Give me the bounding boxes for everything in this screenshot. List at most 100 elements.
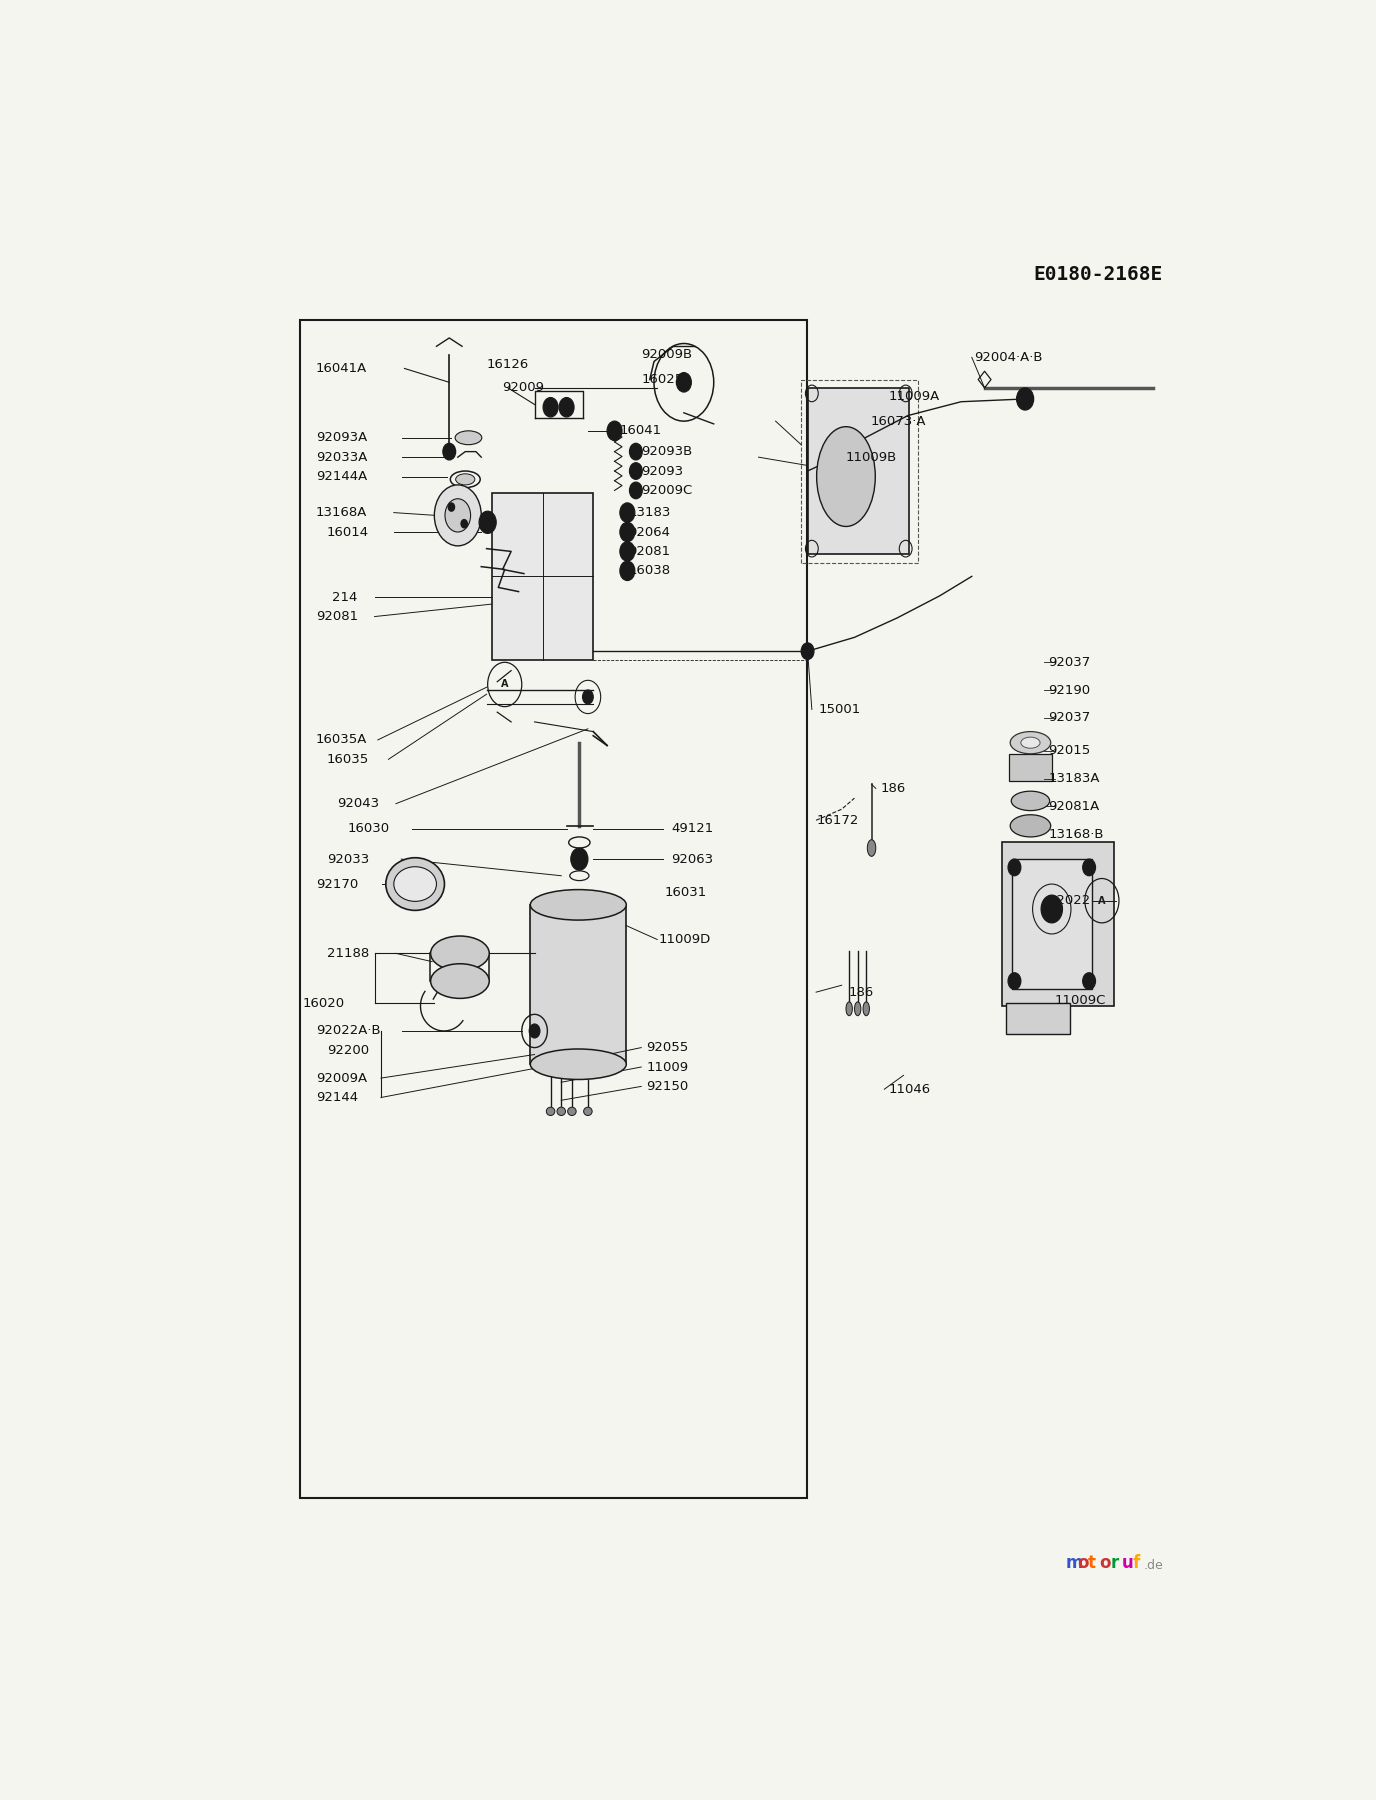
Circle shape bbox=[1009, 972, 1021, 990]
Bar bbox=[808, 387, 910, 554]
Ellipse shape bbox=[863, 1003, 870, 1015]
Text: 92144: 92144 bbox=[316, 1091, 358, 1103]
Text: 92190: 92190 bbox=[1049, 684, 1091, 697]
Text: 13168·B: 13168·B bbox=[1049, 828, 1104, 841]
Circle shape bbox=[619, 502, 634, 522]
Ellipse shape bbox=[1021, 738, 1040, 749]
Text: 16073·A: 16073·A bbox=[871, 414, 926, 428]
Circle shape bbox=[449, 502, 454, 511]
Text: 92009B: 92009B bbox=[641, 347, 692, 362]
Text: A: A bbox=[1098, 896, 1106, 905]
Ellipse shape bbox=[816, 427, 875, 526]
Ellipse shape bbox=[1010, 815, 1051, 837]
Text: 92009C: 92009C bbox=[641, 484, 692, 497]
Bar bbox=[1002, 842, 1113, 1006]
Text: 16041A: 16041A bbox=[316, 362, 367, 374]
Ellipse shape bbox=[455, 430, 482, 445]
Circle shape bbox=[619, 562, 634, 581]
Circle shape bbox=[629, 482, 643, 499]
Circle shape bbox=[443, 443, 455, 461]
Text: 92170: 92170 bbox=[316, 878, 358, 891]
Bar bbox=[1009, 754, 1051, 781]
Text: 11046: 11046 bbox=[889, 1082, 930, 1096]
Text: 92063: 92063 bbox=[671, 853, 713, 866]
Text: A: A bbox=[501, 679, 509, 689]
Text: 92093A: 92093A bbox=[316, 432, 367, 445]
Bar bbox=[1006, 1003, 1071, 1033]
Circle shape bbox=[571, 848, 588, 869]
Text: 92150: 92150 bbox=[647, 1080, 689, 1093]
Ellipse shape bbox=[455, 473, 475, 484]
Bar bbox=[1013, 859, 1093, 990]
Ellipse shape bbox=[530, 1049, 626, 1080]
Circle shape bbox=[444, 499, 471, 533]
Circle shape bbox=[530, 1024, 539, 1039]
Ellipse shape bbox=[846, 1003, 852, 1015]
Ellipse shape bbox=[546, 1107, 555, 1116]
Circle shape bbox=[461, 520, 468, 527]
Text: 92093: 92093 bbox=[641, 464, 684, 477]
Text: 13168A: 13168A bbox=[316, 506, 367, 518]
Ellipse shape bbox=[568, 1107, 577, 1116]
Text: E0180-2168E: E0180-2168E bbox=[1033, 265, 1163, 284]
Text: 16031: 16031 bbox=[665, 886, 707, 898]
Text: 92004·A·B: 92004·A·B bbox=[974, 351, 1043, 364]
Text: 92200: 92200 bbox=[326, 1044, 369, 1057]
Text: 16041: 16041 bbox=[619, 425, 662, 437]
Text: 92022A·B: 92022A·B bbox=[316, 1024, 381, 1037]
Text: u: u bbox=[1121, 1553, 1134, 1571]
Text: 92033: 92033 bbox=[326, 853, 369, 866]
Text: 21188: 21188 bbox=[326, 947, 369, 959]
Text: 92055: 92055 bbox=[647, 1040, 689, 1055]
Text: 16030: 16030 bbox=[348, 823, 389, 835]
Circle shape bbox=[1083, 859, 1095, 877]
Circle shape bbox=[619, 542, 634, 562]
Circle shape bbox=[629, 463, 643, 479]
Text: 92015: 92015 bbox=[1049, 745, 1091, 758]
Circle shape bbox=[1083, 972, 1095, 990]
Text: 92033A: 92033A bbox=[316, 450, 367, 464]
Text: r: r bbox=[1110, 1553, 1119, 1571]
Text: 92081A: 92081A bbox=[1049, 799, 1099, 814]
Circle shape bbox=[1042, 895, 1062, 923]
Text: 186: 186 bbox=[881, 781, 905, 796]
Text: 92064: 92064 bbox=[629, 526, 670, 538]
Text: 214: 214 bbox=[332, 590, 358, 603]
Text: 11009A: 11009A bbox=[889, 389, 940, 403]
Bar bbox=[530, 905, 626, 1064]
Text: 11009: 11009 bbox=[647, 1060, 688, 1073]
Text: 92093B: 92093B bbox=[641, 445, 692, 459]
Text: 92081: 92081 bbox=[629, 545, 670, 558]
Circle shape bbox=[544, 398, 559, 418]
Text: 13183A: 13183A bbox=[1049, 772, 1099, 785]
Ellipse shape bbox=[385, 859, 444, 911]
Ellipse shape bbox=[1011, 792, 1050, 810]
Text: o: o bbox=[1099, 1553, 1110, 1571]
Ellipse shape bbox=[1010, 731, 1051, 754]
Text: 15001: 15001 bbox=[819, 704, 860, 716]
Text: 11009C: 11009C bbox=[1055, 994, 1106, 1006]
Circle shape bbox=[629, 443, 643, 461]
Text: t: t bbox=[1088, 1553, 1097, 1571]
Ellipse shape bbox=[867, 839, 877, 857]
Circle shape bbox=[607, 421, 622, 441]
Text: 49121: 49121 bbox=[671, 823, 713, 835]
Circle shape bbox=[677, 373, 691, 392]
Text: 16172: 16172 bbox=[816, 814, 859, 826]
Ellipse shape bbox=[431, 963, 490, 999]
Text: o: o bbox=[1077, 1553, 1088, 1571]
Bar bbox=[493, 493, 593, 659]
Text: 16020: 16020 bbox=[303, 997, 344, 1010]
Text: f: f bbox=[1132, 1553, 1141, 1571]
Text: 92081: 92081 bbox=[316, 610, 358, 623]
Text: 13183: 13183 bbox=[629, 506, 670, 518]
Text: 92009A: 92009A bbox=[316, 1071, 367, 1085]
Text: 186: 186 bbox=[848, 986, 874, 999]
Text: 92043: 92043 bbox=[337, 797, 380, 810]
Circle shape bbox=[435, 484, 482, 545]
Ellipse shape bbox=[583, 1107, 592, 1116]
Bar bbox=[300, 320, 806, 1498]
Circle shape bbox=[619, 522, 634, 542]
Circle shape bbox=[801, 643, 815, 659]
Text: m: m bbox=[1065, 1553, 1083, 1571]
